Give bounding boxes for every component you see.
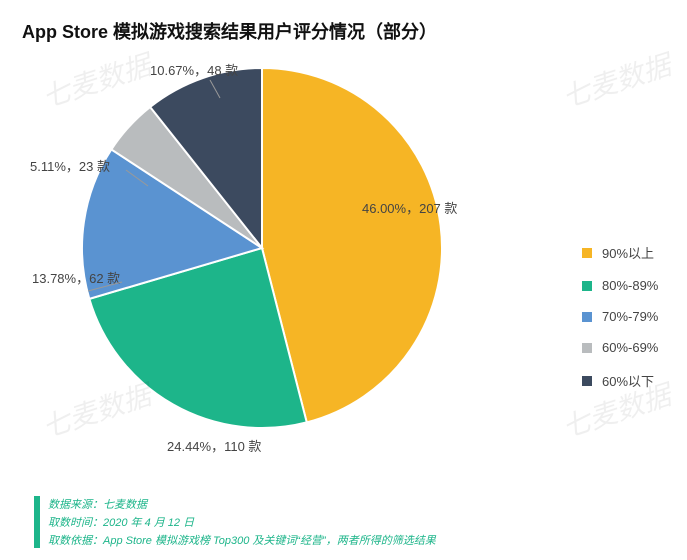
chart-area: 46.00%，207 款24.44%，110 款13.78%，62 款5.11%… — [22, 48, 665, 448]
legend-label: 70%-79% — [602, 309, 658, 324]
leader-line — [126, 170, 148, 186]
page-title: App Store 模拟游戏搜索结果用户评分情况（部分） — [22, 18, 665, 44]
legend-swatch — [582, 281, 592, 291]
footnote-text: 数据来源：七麦数据取数时间：2020 年 4 月 12 日取数依据：App St… — [48, 496, 436, 548]
legend-swatch — [582, 248, 592, 258]
footnote-bar — [34, 496, 40, 548]
legend-label: 60%-69% — [602, 340, 658, 355]
legend-label: 60%以下 — [602, 371, 654, 390]
legend-swatch — [582, 312, 592, 322]
legend-swatch — [582, 376, 592, 386]
legend-item: 80%-89% — [582, 278, 658, 293]
legend-swatch — [582, 343, 592, 353]
legend-item: 90%以上 — [582, 243, 658, 262]
legend: 90%以上 80%-89% 70%-79% 60%-69% 60%以下 — [582, 243, 658, 390]
footnote: 数据来源：七麦数据取数时间：2020 年 4 月 12 日取数依据：App St… — [34, 496, 436, 548]
page: App Store 模拟游戏搜索结果用户评分情况（部分） 46.00%，207 … — [0, 0, 687, 560]
legend-item: 60%-69% — [582, 340, 658, 355]
legend-label: 90%以上 — [602, 243, 654, 262]
footnote-line: 取数依据：App Store 模拟游戏榜 Top300 及关键词“经营”，两者所… — [48, 532, 436, 548]
legend-item: 70%-79% — [582, 309, 658, 324]
footnote-line: 数据来源：七麦数据 — [48, 496, 436, 512]
legend-item: 60%以下 — [582, 371, 658, 390]
footnote-line: 取数时间：2020 年 4 月 12 日 — [48, 514, 436, 530]
legend-label: 80%-89% — [602, 278, 658, 293]
leader-line — [88, 282, 122, 291]
leader-line — [210, 80, 220, 98]
